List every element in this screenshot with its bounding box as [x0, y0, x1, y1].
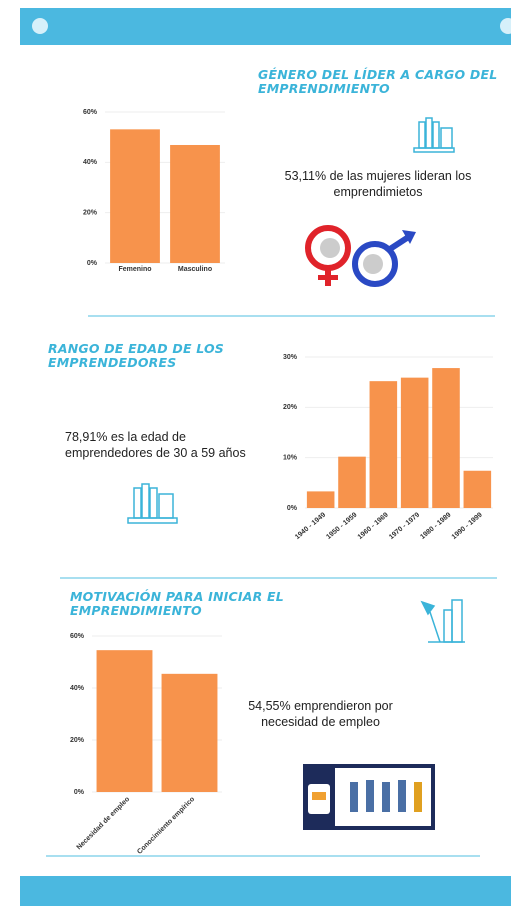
heading: MOTIVACIÓN PARA INICIAR EL EMPRENDIMIENT…: [70, 589, 284, 618]
y-tick-label: 0%: [87, 260, 98, 267]
books-icon: [413, 117, 455, 153]
y-tick-label: 10%: [283, 455, 298, 462]
bar: [161, 673, 218, 792]
y-tick-label: 0%: [74, 789, 85, 796]
heading: GÉNERO DEL LÍDER A CARGO DEL EMPRENDIMIE…: [258, 67, 498, 96]
x-tick-label: 1950 - 1959: [325, 512, 358, 541]
bar: [463, 470, 492, 508]
y-tick-label: 40%: [83, 159, 98, 166]
x-tick-label: 1970 - 1979: [388, 512, 421, 541]
y-tick-label: 60%: [70, 633, 85, 640]
gender-icon: [305, 225, 416, 287]
statement: 78,91% es la edad de emprendedores de 30…: [65, 430, 246, 460]
x-tick-label: Femenino: [118, 266, 151, 273]
y-tick-label: 0%: [287, 505, 298, 512]
y-tick-label: 60%: [83, 109, 98, 116]
y-tick-label: 20%: [83, 210, 98, 217]
x-tick-label: 1980 - 1989: [419, 512, 452, 541]
books-icon: [127, 483, 178, 524]
y-tick-label: 30%: [283, 354, 298, 361]
bar: [432, 368, 460, 508]
dot: [500, 18, 511, 34]
bar: [338, 456, 366, 508]
x-tick-label: Masculino: [178, 266, 212, 273]
workers-image: [303, 764, 435, 830]
statement: 54,55% emprendieron por necesidad de emp…: [248, 699, 393, 729]
bar: [369, 381, 398, 508]
top-bar: [20, 8, 511, 45]
lamp-icon: [420, 599, 465, 643]
bar: [110, 129, 160, 263]
y-tick-label: 20%: [70, 737, 85, 744]
bar: [96, 650, 153, 792]
bar: [400, 377, 429, 508]
heading: RANGO DE EDAD DE LOS EMPRENDEDORES: [48, 341, 224, 370]
x-tick-label: 1990 - 1999: [451, 512, 484, 541]
x-tick-label: Necesidad de empleo: [76, 796, 132, 852]
x-tick-label: 1960 - 1969: [357, 512, 390, 541]
bar: [306, 491, 335, 508]
bar: [170, 144, 220, 263]
dot: [32, 18, 48, 34]
y-tick-label: 20%: [283, 404, 298, 411]
y-tick-label: 40%: [70, 685, 85, 692]
x-tick-label: 1940 - 1949: [294, 512, 327, 541]
bottom-bar: [20, 876, 511, 906]
statement: 53,11% de las mujeres lideran los empren…: [284, 169, 472, 199]
x-tick-label: Conocimiento empírico: [136, 796, 196, 856]
